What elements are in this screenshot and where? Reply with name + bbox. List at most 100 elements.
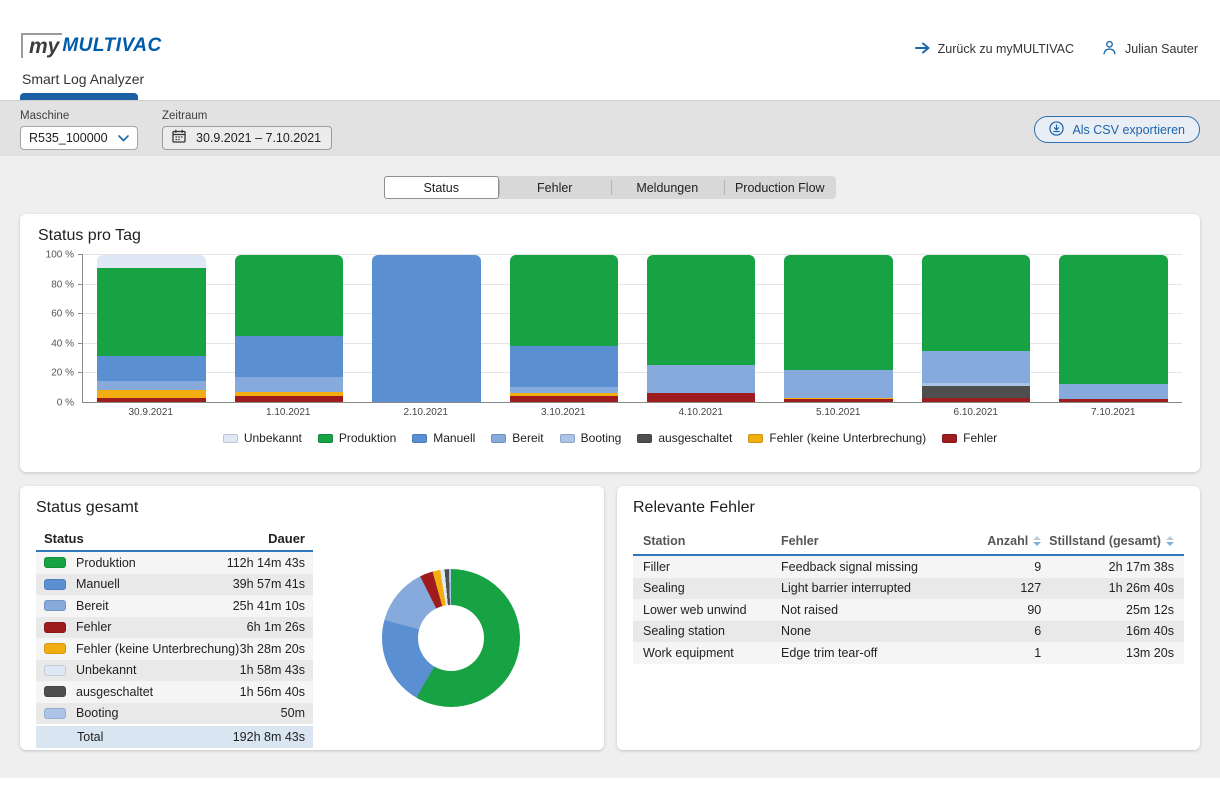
bar-segment-bereit bbox=[784, 370, 893, 398]
status-row-value: 25h 41m 10s bbox=[233, 599, 305, 613]
main-content: StatusFehlerMeldungenProduction Flow Sta… bbox=[0, 156, 1220, 778]
x-tick-label-4-10-2021: 4.10.2021 bbox=[632, 403, 770, 419]
tab-status[interactable]: Status bbox=[384, 176, 499, 199]
legend-label-bereit: Bereit bbox=[512, 431, 543, 445]
legend-swatch-unbekannt bbox=[223, 434, 238, 443]
status-row-fehler: Fehler6h 1m 26s bbox=[36, 617, 313, 639]
total-label: Total bbox=[77, 730, 233, 744]
bar-column-6-10-2021 bbox=[907, 255, 1044, 402]
x-tick-label-30-9-2021: 30.9.2021 bbox=[82, 403, 220, 419]
status-row-label: Fehler (keine Unterbrechung) bbox=[76, 642, 240, 656]
bar-segment-manuell bbox=[372, 255, 481, 402]
status-row-value: 39h 57m 41s bbox=[233, 577, 305, 591]
tab-meldungen[interactable]: Meldungen bbox=[611, 176, 724, 199]
error-cell-stillstand-gesamt: 2h 17m 38s bbox=[1041, 560, 1174, 574]
y-tick-label: 100 % bbox=[46, 250, 74, 261]
machine-select[interactable]: R535_100000 bbox=[20, 126, 138, 150]
bar-segment-fehler-keine-unterbrechung bbox=[97, 390, 206, 398]
stacked-bar-30-9-2021 bbox=[97, 255, 206, 402]
legend-item-fehler: Fehler bbox=[942, 431, 997, 445]
bar-segment-fehler bbox=[647, 393, 756, 402]
error-cell-fehler: Edge trim tear-off bbox=[781, 646, 962, 660]
bar-segment-manuell bbox=[235, 336, 344, 377]
legend-label-manuell: Manuell bbox=[433, 431, 475, 445]
error-cell-fehler: None bbox=[781, 624, 962, 638]
status-row-value: 1h 56m 40s bbox=[240, 685, 305, 699]
export-csv-label: Als CSV exportieren bbox=[1072, 123, 1185, 137]
bar-segment-produktion bbox=[1059, 255, 1168, 384]
error-cell-stillstand-gesamt: 13m 20s bbox=[1041, 646, 1174, 660]
legend-swatch-fehler-keine-unterbrechung bbox=[748, 434, 763, 443]
sort-icon-stillstand[interactable] bbox=[1166, 536, 1174, 546]
status-row-bereit: Bereit25h 41m 10s bbox=[36, 595, 313, 617]
error-row-work-equipment: Work equipmentEdge trim tear-off113m 20s bbox=[633, 642, 1184, 664]
status-swatch-ausgeschaltet bbox=[44, 686, 66, 697]
smart-log-analyzer-app: my MULTIVAC Zurück zu myMULTIVAC Julian … bbox=[0, 0, 1220, 800]
export-csv-button[interactable]: Als CSV exportieren bbox=[1034, 116, 1200, 143]
bar-segment-ausgeschaltet bbox=[922, 386, 1031, 398]
x-tick-label-3-10-2021: 3.10.2021 bbox=[495, 403, 633, 419]
page-footer bbox=[0, 778, 1220, 800]
sort-icon-anzahl[interactable] bbox=[1033, 536, 1041, 546]
error-cell-station: Filler bbox=[643, 560, 781, 574]
bar-plot bbox=[82, 255, 1182, 403]
bar-segment-bereit bbox=[235, 377, 344, 392]
user-icon bbox=[1102, 40, 1117, 58]
bar-segment-fehler bbox=[1059, 399, 1168, 402]
relevant-errors-title: Relevante Fehler bbox=[633, 499, 1184, 517]
status-row-produktion: Produktion112h 14m 43s bbox=[36, 552, 313, 574]
period-value: 30.9.2021 – 7.10.2021 bbox=[196, 131, 321, 145]
x-tick-label-7-10-2021: 7.10.2021 bbox=[1045, 403, 1183, 419]
y-tick-label: 60 % bbox=[51, 309, 74, 320]
bar-column-7-10-2021 bbox=[1045, 255, 1182, 402]
column-header-stillstand[interactable]: Stillstand (gesamt) bbox=[1041, 534, 1174, 548]
logo-my: my bbox=[21, 33, 62, 58]
error-cell-anzahl: 6 bbox=[962, 624, 1042, 638]
column-header-fehler: Fehler bbox=[781, 534, 962, 548]
column-header-station: Station bbox=[643, 534, 781, 548]
legend-item-ausgeschaltet: ausgeschaltet bbox=[637, 431, 732, 445]
status-total-header: Status Dauer bbox=[36, 529, 313, 552]
legend-item-booting: Booting bbox=[560, 431, 622, 445]
legend-label-produktion: Produktion bbox=[339, 431, 396, 445]
error-cell-anzahl: 127 bbox=[962, 581, 1042, 595]
tab-fehler[interactable]: Fehler bbox=[499, 176, 612, 199]
bar-column-30-9-2021 bbox=[83, 255, 220, 402]
relevant-errors-rows: FillerFeedback signal missing92h 17m 38s… bbox=[633, 556, 1184, 664]
relevant-errors-table: Station Fehler Anzahl Stillstand (gesamt… bbox=[633, 531, 1184, 664]
error-cell-fehler: Feedback signal missing bbox=[781, 560, 962, 574]
legend-swatch-fehler bbox=[942, 434, 957, 443]
x-tick-label-5-10-2021: 5.10.2021 bbox=[770, 403, 908, 419]
status-per-day-title: Status pro Tag bbox=[38, 227, 1182, 245]
error-cell-fehler: Light barrier interrupted bbox=[781, 581, 962, 595]
status-total-table: Status Dauer Produktion112h 14m 43sManue… bbox=[36, 529, 313, 748]
stacked-bar-4-10-2021 bbox=[647, 255, 756, 402]
status-swatch-produktion bbox=[44, 557, 66, 568]
column-header-dauer: Dauer bbox=[268, 531, 305, 546]
error-cell-station: Work equipment bbox=[643, 646, 781, 660]
period-date-input[interactable]: 30.9.2021 – 7.10.2021 bbox=[162, 126, 332, 150]
error-cell-station: Lower web unwind bbox=[643, 603, 781, 617]
legend-swatch-ausgeschaltet bbox=[637, 434, 652, 443]
back-to-mymultivac-link[interactable]: Zurück zu myMULTIVAC bbox=[915, 42, 1074, 57]
user-menu[interactable]: Julian Sauter bbox=[1102, 40, 1198, 58]
bar-segment-produktion bbox=[647, 255, 756, 365]
back-link-label: Zurück zu myMULTIVAC bbox=[938, 42, 1074, 56]
bar-segment-unbekannt bbox=[97, 255, 206, 267]
legend-item-manuell: Manuell bbox=[412, 431, 475, 445]
arrow-right-icon bbox=[915, 42, 930, 57]
status-row-label: Produktion bbox=[76, 556, 227, 570]
tab-production-flow[interactable]: Production Flow bbox=[724, 176, 837, 199]
app-tab-smart-log-analyzer[interactable]: Smart Log Analyzer bbox=[20, 71, 144, 100]
legend-item-fehler-keine-unterbrechung: Fehler (keine Unterbrechung) bbox=[748, 431, 926, 445]
legend-label-fehler-keine-unterbrechung: Fehler (keine Unterbrechung) bbox=[769, 431, 926, 445]
column-header-anzahl[interactable]: Anzahl bbox=[962, 534, 1042, 548]
status-row-booting: Booting50m bbox=[36, 703, 313, 725]
stacked-bar-2-10-2021 bbox=[372, 255, 481, 402]
x-axis-labels: 30.9.20211.10.20212.10.20213.10.20214.10… bbox=[82, 403, 1182, 419]
status-donut-chart bbox=[382, 569, 520, 707]
legend-label-unbekannt: Unbekannt bbox=[244, 431, 302, 445]
status-swatch-booting bbox=[44, 708, 66, 719]
status-total-rows: Produktion112h 14m 43sManuell39h 57m 41s… bbox=[36, 552, 313, 724]
error-row-lower-web-unwind: Lower web unwindNot raised9025m 12s bbox=[633, 599, 1184, 621]
